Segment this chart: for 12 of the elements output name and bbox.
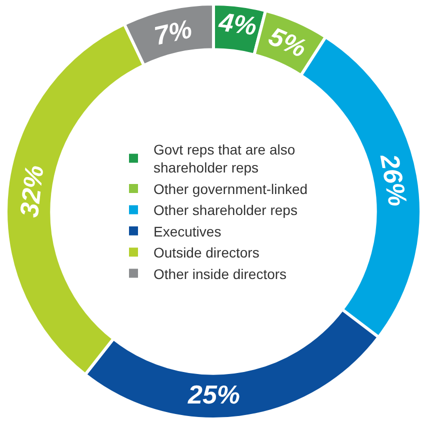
legend-label: Executives [154,223,222,240]
data-label: 5% [264,20,311,64]
data-label: 7% [151,13,195,52]
data-label: 4% [216,6,258,42]
data-label: 32% [14,164,50,219]
legend-label: Other government-linked [154,180,308,197]
legend-label: Govt reps that are also shareholder reps [154,142,296,176]
legend-label: Other shareholder reps [154,202,298,218]
legend-label: Outside directors [154,244,260,261]
data-label: 26% [374,150,414,208]
legend-label: Other inside directors [154,266,287,282]
data-label: 25% [186,380,240,410]
